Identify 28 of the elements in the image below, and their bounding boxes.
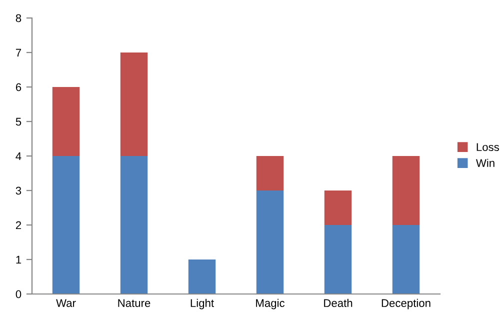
y-tick-label: 5	[16, 118, 22, 126]
x-tick-label: Nature	[118, 299, 150, 308]
bar	[52, 87, 80, 156]
y-tick-label: 0	[16, 290, 22, 298]
y-tick-label: 3	[16, 186, 22, 195]
bar	[120, 156, 148, 294]
y-tick-label: 1	[16, 256, 22, 264]
bar	[324, 225, 352, 294]
bar	[324, 190, 352, 225]
x-tick-label: Magic	[256, 298, 285, 310]
x-tick-label: Light	[190, 298, 214, 310]
y-tick-label: 7	[16, 48, 22, 57]
legend-label: Loss	[476, 143, 500, 152]
y-tick-label: 2	[16, 221, 22, 230]
bar	[256, 156, 284, 190]
y-tick-label: 4	[16, 152, 22, 160]
bar	[392, 156, 420, 225]
x-tick-label: War	[56, 299, 76, 308]
bar	[256, 190, 284, 294]
legend-label: Win	[476, 158, 494, 167]
y-tick-label: 6	[16, 83, 22, 92]
x-tick-label: Death	[324, 298, 352, 308]
x-tick-label: Deception	[382, 298, 430, 310]
bar	[52, 156, 80, 294]
bar	[392, 225, 420, 294]
y-tick-label: 8	[16, 14, 22, 22]
bar	[120, 52, 148, 156]
bar	[188, 260, 216, 294]
